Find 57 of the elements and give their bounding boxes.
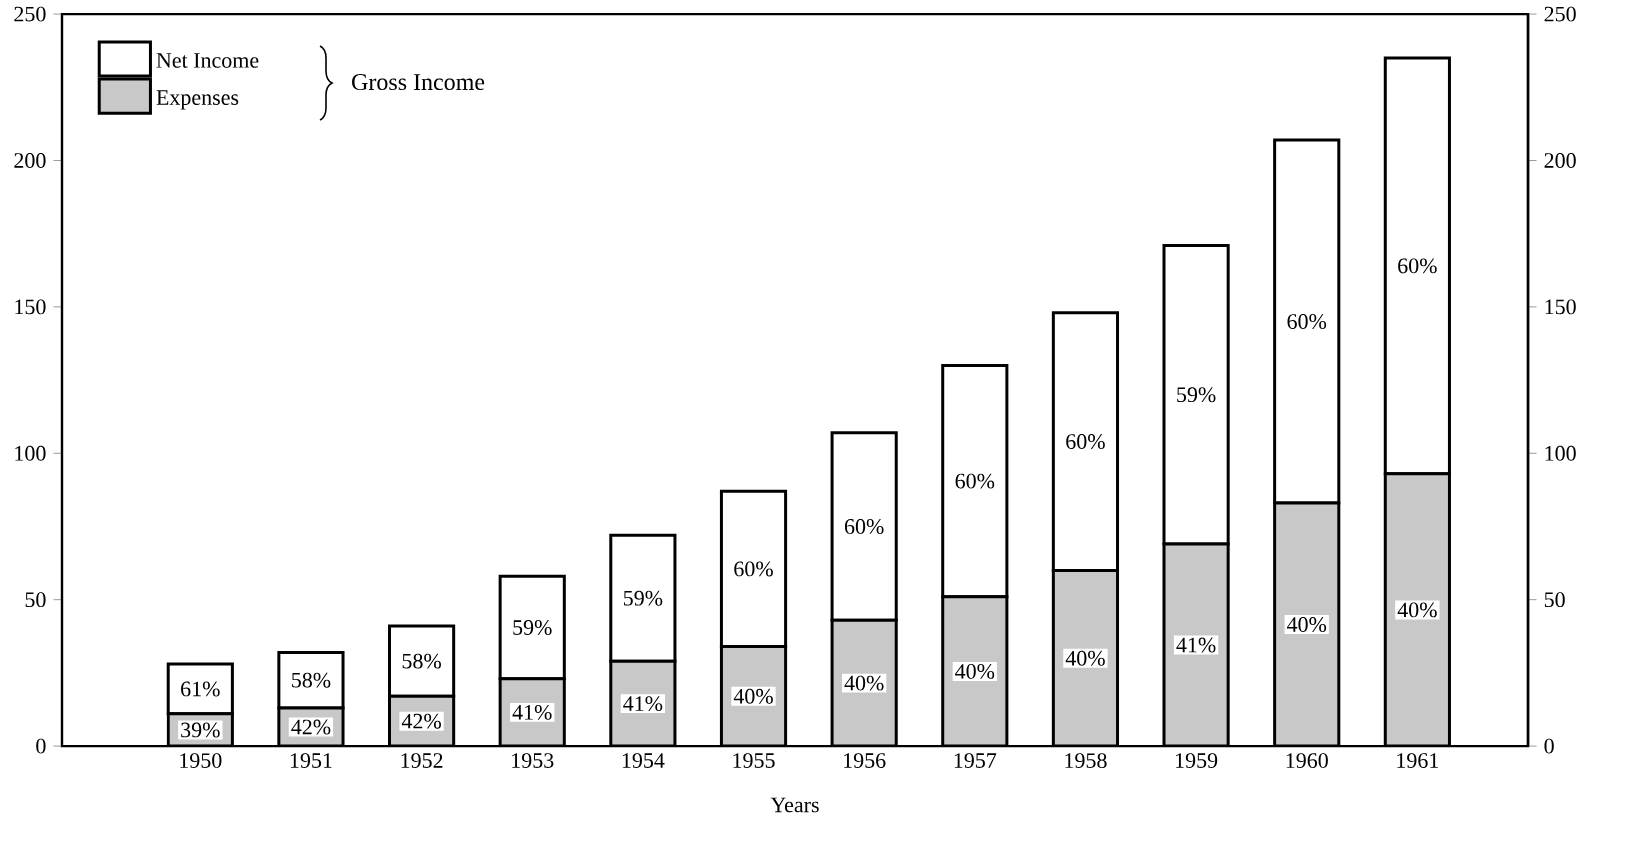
x-tick-label: 1955	[733, 753, 775, 768]
annotation: 42%	[291, 719, 331, 735]
y2-tick-label: 150	[1545, 299, 1576, 315]
y2-tick-label: 0	[1544, 738, 1554, 754]
x-tick-label: 1961	[1397, 753, 1439, 768]
annotation: 41%	[623, 696, 663, 712]
annotation: 39%	[181, 722, 220, 738]
annotation: 41%	[512, 704, 552, 720]
annotation: 60%	[844, 519, 884, 534]
annotation: 60%	[955, 473, 995, 489]
y-tick-label: 100	[15, 445, 46, 461]
annotation: 40%	[955, 663, 995, 679]
bar	[719, 489, 788, 648]
y2-tick-label: 100	[1545, 445, 1576, 461]
legend-label: Expenses	[156, 90, 239, 110]
x-tick-label: 1953	[512, 753, 554, 768]
y2-tick-label: 250	[1544, 6, 1576, 22]
x-tick-label: 1950	[180, 753, 222, 768]
bar	[609, 533, 677, 663]
annotation: 40%	[1287, 617, 1327, 632]
y-tick-label: 50	[25, 592, 46, 608]
x-tick-label: 1958	[1065, 753, 1107, 768]
annotation: Gross Income	[352, 73, 485, 91]
annotation: 40%	[1065, 650, 1105, 666]
annotation: 40%	[1397, 602, 1437, 618]
x-tick-label: 1959	[1176, 753, 1218, 768]
x-tick-label: 1956	[844, 753, 886, 768]
annotation: 42%	[401, 713, 441, 729]
annotation: 60%	[1066, 434, 1105, 449]
x-tick-label: 1960	[1286, 753, 1328, 768]
annotation: 40%	[733, 688, 773, 704]
annotation: 58%	[402, 653, 441, 669]
x-tick-label: 1954	[622, 753, 665, 768]
y-tick-label: 200	[14, 153, 46, 168]
y2-tick-label: 50	[1544, 592, 1565, 608]
annotation: 60%	[1398, 258, 1437, 274]
annotation: 59%	[513, 620, 552, 635]
bar	[1053, 570, 1118, 747]
x-axis-title: Years	[770, 797, 819, 813]
y-tick-label: 250	[14, 6, 46, 22]
annotation: 59%	[1177, 387, 1216, 403]
bar	[1274, 503, 1339, 747]
y2-tick-label: 200	[1544, 153, 1576, 168]
annotation: 61%	[181, 681, 220, 697]
annotation: 60%	[734, 561, 773, 577]
x-tick-label: 1957	[954, 753, 997, 768]
bar	[1164, 544, 1229, 747]
legend-label: Net Income	[156, 53, 259, 68]
annotation: 58%	[292, 672, 331, 688]
annotation: 59%	[623, 590, 663, 606]
x-tick-label: 1952	[401, 753, 443, 768]
annotation: 40%	[844, 675, 884, 691]
y-tick-label: 150	[15, 299, 46, 315]
annotation: 60%	[1287, 314, 1327, 329]
y-tick-label: 0	[36, 738, 46, 754]
x-tick-label: 1951	[290, 753, 332, 768]
annotation: 41%	[1176, 637, 1216, 653]
